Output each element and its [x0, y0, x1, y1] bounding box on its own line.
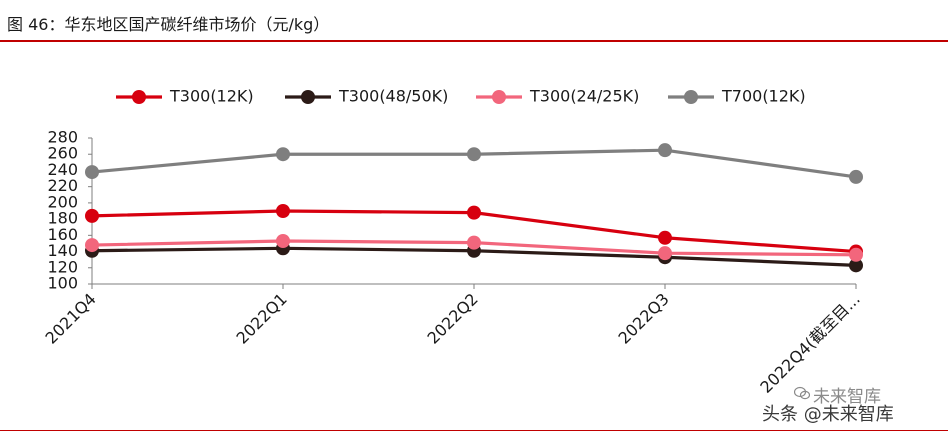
data-point [849, 258, 863, 273]
data-point [85, 165, 99, 180]
x-tick-label: 2022Q3 [614, 289, 672, 347]
y-tick-label: 100 [47, 274, 78, 293]
wechat-icon [794, 386, 810, 400]
bottom-divider [0, 430, 948, 431]
chart-series-layer [85, 143, 863, 273]
legend-swatch-marker [684, 90, 698, 104]
data-point [467, 235, 481, 250]
data-point [85, 238, 99, 253]
legend-item: T700(12K) [668, 87, 806, 106]
legend-swatch-marker [132, 90, 146, 104]
data-point [467, 205, 481, 220]
data-point [849, 169, 863, 184]
y-tick-label: 180 [47, 209, 78, 228]
legend-swatch-marker [301, 90, 315, 104]
title-divider [0, 40, 948, 42]
y-tick-label: 140 [47, 241, 78, 260]
data-point [658, 246, 672, 261]
legend-item: T300(48/50K) [285, 87, 448, 106]
y-tick-label: 200 [47, 192, 78, 211]
watermark-bottom-text: 头条 @未来智库 [762, 404, 894, 425]
data-point [85, 208, 99, 223]
data-point [849, 247, 863, 262]
legend-label: T300(24/25K) [529, 87, 639, 106]
x-tick-label: 2022Q1 [232, 289, 290, 347]
data-point [276, 204, 290, 218]
data-point [276, 234, 290, 249]
y-tick-label: 220 [47, 176, 78, 195]
legend-label: T700(12K) [721, 87, 806, 106]
y-tick-label: 260 [47, 144, 78, 163]
x-tick-label: 2022Q2 [423, 289, 481, 347]
legend-label: T300(12K) [169, 87, 254, 106]
watermark-top-text: 未来智库 [813, 387, 881, 407]
series-t300-12k- [85, 204, 863, 259]
chart-legend: T300(12K) T300(48/50K) T300(24/25K) T700(12… [116, 87, 806, 106]
legend-label: T300(48/50K) [338, 87, 448, 106]
y-tick-label: 120 [47, 257, 78, 276]
x-tick-label: 2021Q4 [41, 289, 99, 347]
legend-item: T300(24/25K) [476, 87, 639, 106]
data-point [658, 143, 672, 158]
data-point [467, 147, 481, 162]
data-point [658, 230, 672, 245]
figure-title: 图 46：华东地区国产碳纤维市场价（元/kg） [7, 15, 330, 34]
legend-swatch-marker [492, 90, 506, 104]
data-point [276, 147, 290, 162]
y-tick-label: 280 [47, 128, 78, 147]
series-t300-24-25k- [85, 234, 863, 262]
legend-item: T300(12K) [116, 87, 254, 106]
series-t700-12k- [85, 143, 863, 184]
y-tick-label: 240 [47, 160, 78, 179]
watermark: 未来智库 头条 @未来智库 [760, 380, 940, 430]
y-tick-label: 160 [47, 225, 78, 244]
